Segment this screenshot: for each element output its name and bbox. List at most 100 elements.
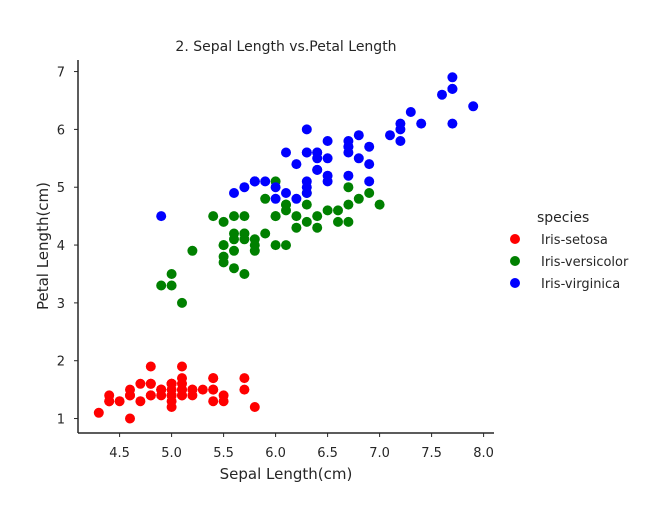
point-iris-versicolor-27: [343, 182, 354, 193]
legend-label-iris-setosa: Iris-setosa: [541, 233, 608, 248]
point-iris-versicolor-42: [249, 240, 260, 251]
point-iris-setosa-44: [177, 361, 187, 372]
y-tick-label-6: 6: [57, 123, 65, 138]
point-iris-versicolor-44: [229, 228, 239, 239]
point-iris-virginica-48: [291, 159, 302, 170]
point-iris-virginica-15: [312, 164, 323, 175]
point-iris-virginica-37: [312, 153, 323, 164]
point-iris-versicolor-0: [374, 199, 385, 210]
point-iris-setosa-48: [197, 384, 208, 395]
point-iris-virginica-46: [301, 182, 312, 193]
point-iris-setosa-18: [239, 373, 250, 384]
point-iris-setosa-37: [156, 384, 167, 395]
point-iris-versicolor-26: [353, 193, 364, 204]
point-iris-virginica-18: [447, 72, 458, 83]
legend-marker-iris-versicolor: [510, 256, 520, 266]
point-iris-versicolor-31: [218, 257, 229, 268]
point-iris-virginica-29: [395, 136, 406, 146]
point-iris-virginica-20: [364, 141, 375, 152]
point-iris-virginica-2: [385, 130, 395, 141]
point-iris-virginica-21: [229, 188, 239, 198]
point-iris-virginica-41: [364, 176, 375, 187]
y-tick-label-7: 7: [57, 66, 65, 81]
point-iris-virginica-25: [395, 124, 406, 135]
point-iris-setosa-13: [93, 407, 104, 418]
point-iris-virginica-16: [322, 153, 333, 164]
x-tick-label-4.5: 4.5: [109, 446, 130, 461]
point-iris-versicolor-2: [364, 188, 375, 198]
point-iris-virginica-42: [249, 176, 260, 187]
x-tick-label-5.5: 5.5: [213, 446, 234, 461]
point-iris-versicolor-7: [156, 280, 167, 291]
point-iris-virginica-44: [343, 141, 354, 152]
point-iris-versicolor-8: [333, 205, 343, 216]
point-iris-virginica-47: [322, 170, 333, 181]
legend-marker-iris-setosa: [510, 234, 520, 244]
point-iris-versicolor-49: [239, 234, 250, 245]
point-iris-virginica-12: [353, 153, 364, 164]
point-iris-setosa-46: [177, 378, 187, 389]
point-iris-setosa-41: [114, 396, 125, 407]
point-iris-virginica-30: [416, 118, 427, 129]
y-tick-label-1: 1: [57, 413, 65, 428]
y-axis-title: Petal Length(cm): [34, 182, 52, 310]
point-iris-setosa-14: [249, 402, 260, 412]
point-iris-setosa-32: [187, 384, 198, 395]
point-iris-virginica-36: [301, 147, 312, 158]
point-iris-virginica-34: [281, 147, 291, 158]
point-iris-versicolor-16: [229, 211, 239, 222]
point-iris-versicolor-25: [333, 216, 343, 227]
point-iris-versicolor-11: [260, 228, 271, 239]
legend-marker-iris-virginica: [510, 278, 520, 288]
x-tick-labels: 4.5 5.0 5.5 6.0 6.5 7.0 7.5 8.0: [109, 433, 494, 461]
point-iris-versicolor-19: [229, 245, 239, 256]
point-iris-virginica-39: [364, 159, 375, 170]
point-iris-virginica-19: [270, 182, 281, 193]
point-iris-virginica-35: [447, 118, 458, 129]
point-iris-versicolor-5: [239, 211, 250, 222]
point-iris-setosa-20: [208, 373, 219, 384]
y-tick-label-3: 3: [57, 297, 65, 312]
x-tick-label-8.0: 8.0: [473, 446, 494, 461]
point-iris-versicolor-48: [177, 297, 187, 308]
point-iris-virginica-26: [291, 193, 302, 204]
legend-items: Iris-setosa Iris-versicolor Iris-virginica: [510, 233, 629, 292]
point-iris-virginica-22: [447, 83, 458, 94]
point-iris-versicolor-24: [312, 222, 323, 233]
y-tick-labels: 1 2 3 4 5 6 7: [57, 66, 78, 428]
point-iris-setosa-31: [208, 384, 219, 395]
point-iris-setosa-22: [125, 413, 135, 424]
point-iris-versicolor-34: [208, 211, 219, 222]
point-iris-setosa-29: [135, 378, 146, 389]
point-iris-versicolor-15: [343, 216, 354, 227]
point-iris-virginica-43: [353, 130, 364, 141]
point-iris-versicolor-36: [343, 199, 354, 210]
point-iris-virginica-38: [270, 193, 281, 204]
x-tick-label-5.0: 5.0: [161, 446, 182, 461]
legend-label-iris-virginica: Iris-virginica: [541, 277, 620, 292]
point-iris-versicolor-18: [291, 211, 302, 222]
point-iris-versicolor-10: [166, 269, 177, 279]
point-iris-setosa-30: [145, 378, 156, 389]
point-iris-versicolor-43: [166, 280, 177, 291]
points-layer: [93, 72, 479, 424]
point-iris-versicolor-20: [260, 193, 271, 204]
point-iris-versicolor-4: [322, 205, 333, 216]
y-tick-label-5: 5: [57, 181, 65, 196]
x-axis-title: Sepal Length(cm): [220, 465, 353, 483]
point-iris-versicolor-37: [301, 216, 312, 227]
point-iris-versicolor-12: [270, 240, 281, 251]
legend: species Iris-setosa Iris-versicolor Iris-v…: [510, 210, 629, 292]
x-tick-label-6.5: 6.5: [317, 446, 338, 461]
point-iris-versicolor-40: [218, 216, 229, 227]
point-iris-virginica-13: [239, 182, 250, 193]
point-iris-virginica-27: [281, 188, 291, 198]
point-iris-setosa-42: [104, 396, 115, 407]
point-iris-setosa-2: [135, 396, 146, 407]
point-iris-versicolor-41: [281, 205, 291, 216]
point-iris-versicolor-6: [301, 199, 312, 210]
point-iris-setosa-15: [239, 384, 250, 395]
point-iris-setosa-43: [166, 378, 177, 389]
